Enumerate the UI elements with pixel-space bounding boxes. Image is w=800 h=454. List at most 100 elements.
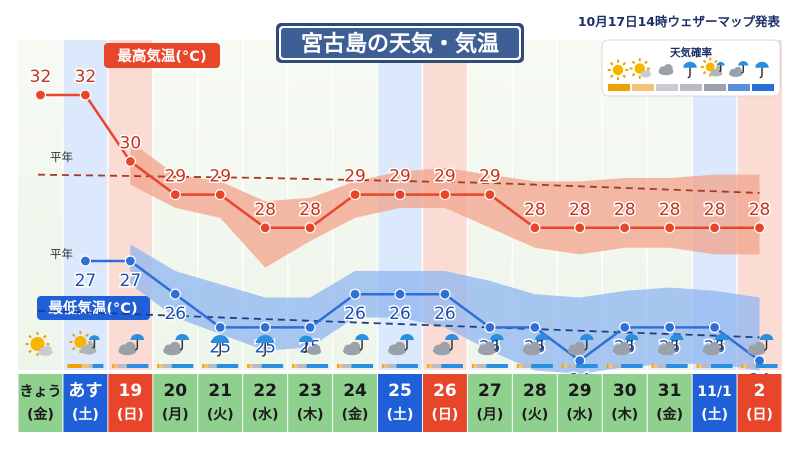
probability-segment <box>252 364 262 368</box>
legend-rain-icon <box>683 61 697 79</box>
probability-segment <box>89 364 93 368</box>
max-temp-point <box>169 189 181 201</box>
date-label: 24 <box>343 381 367 401</box>
max-temp-point <box>439 189 451 201</box>
cloud-icon <box>477 341 496 356</box>
weekday-label: (日) <box>117 407 144 423</box>
probability-segment <box>171 364 194 368</box>
probability-segment <box>522 364 532 368</box>
probability-segment <box>162 364 172 368</box>
umbrella-icon <box>89 335 100 349</box>
umbrella-icon <box>211 335 230 357</box>
cloud-rain-icon <box>657 334 684 356</box>
date-cell-bg <box>512 374 557 432</box>
min-temp-point <box>79 255 92 267</box>
umbrella-icon <box>738 61 749 74</box>
probability-segment <box>473 364 478 368</box>
umbrella-icon <box>298 335 314 354</box>
date-cell: 23 (木) <box>288 374 333 432</box>
page-title: 宮古島の天気・気温 <box>301 31 499 57</box>
probability-segment <box>112 364 115 368</box>
normal-min-label: 平年 <box>50 247 73 261</box>
weekday-label: (土) <box>387 406 414 423</box>
date-label: 19 <box>119 381 143 401</box>
probability-segment <box>563 364 568 368</box>
probability-segment <box>387 364 397 368</box>
umbrella-icon <box>759 334 774 351</box>
legend-umbrella-icon <box>755 61 769 79</box>
cloud-rain-icon <box>163 334 190 356</box>
cloud-icon <box>432 341 451 356</box>
max-temp-point <box>619 222 631 234</box>
legend-swatch <box>704 84 726 91</box>
cloud-rain-icon <box>522 334 549 356</box>
normal-max-line <box>37 173 760 194</box>
min-temp-point <box>259 321 271 333</box>
date-cell: 22 (水) <box>243 374 288 432</box>
umbrella-icon <box>716 61 725 73</box>
umbrella-icon <box>175 334 190 351</box>
cloud-rain-icon <box>477 334 504 356</box>
date-cell-bg <box>602 374 647 432</box>
umbrella-icon <box>669 334 684 351</box>
date-label: 28 <box>523 381 547 401</box>
date-cell-bg <box>18 374 63 432</box>
probability-segment <box>606 364 609 368</box>
max-temp-label: 29 <box>389 167 411 187</box>
legend-swatch <box>608 84 630 91</box>
weekday-label: (土) <box>72 406 99 423</box>
date-cell: 2 (日) <box>737 374 782 432</box>
cloud-icon <box>38 345 53 356</box>
weekday-label: (土) <box>701 406 728 423</box>
probability-segment <box>157 364 160 368</box>
min-temp-point <box>394 288 406 300</box>
probability-segment <box>518 364 523 368</box>
max-temp-label: 28 <box>254 200 276 220</box>
max-temp-label: 32 <box>75 67 97 87</box>
probability-segment <box>126 364 149 368</box>
date-cell-bg <box>63 374 108 432</box>
weekday-label: (金) <box>27 406 54 423</box>
date-labels: きょう (金) あす (土) 19 (日) 20 (月) 21 (火) 22 (水) 23 (木) 24 (金… <box>18 374 782 432</box>
probability-segment <box>608 364 613 368</box>
probability-segment <box>338 364 343 368</box>
umbrella-icon <box>445 334 459 351</box>
date-cell: 29 (水) <box>557 374 602 432</box>
weather-icons <box>25 331 774 357</box>
series-points <box>34 89 766 367</box>
umbrella-icon <box>580 334 594 351</box>
date-label: 29 <box>568 381 592 401</box>
cloud-icon <box>343 341 362 356</box>
min-temp-label: 27 <box>120 271 142 291</box>
weekday-label: (木) <box>611 406 638 423</box>
probability-segment <box>428 364 433 368</box>
umbrella-icon <box>256 335 275 357</box>
max-temp-point <box>259 222 271 234</box>
date-cell-bg <box>647 374 692 432</box>
min-temp-label: 26 <box>344 304 366 324</box>
date-label: 21 <box>208 381 232 401</box>
probability-segment <box>383 364 388 368</box>
probability-segment <box>204 364 208 368</box>
date-cell: 30 (木) <box>602 374 647 432</box>
cloud-icon <box>612 341 631 356</box>
legend-sun-cloud-rain-icon <box>700 57 725 77</box>
probability-segment <box>293 364 298 368</box>
max-temp-label: 28 <box>569 200 591 220</box>
max-temp-label: 32 <box>30 67 52 87</box>
min-temp-label: 26 <box>389 304 411 324</box>
min-temp-point <box>529 321 541 333</box>
cloud-icon <box>657 341 676 356</box>
max-temp-point <box>124 155 136 167</box>
max-temp-label: 28 <box>524 200 546 220</box>
sun-icon <box>25 332 50 356</box>
date-label: 22 <box>253 381 277 401</box>
legend-swatch <box>728 84 750 91</box>
weekday-label: (金) <box>656 406 683 423</box>
cloud-rain-icon <box>388 334 414 356</box>
cloud-icon <box>567 341 586 356</box>
date-cell: 24 (金) <box>333 374 378 432</box>
cloud-rain-icon <box>343 334 369 356</box>
